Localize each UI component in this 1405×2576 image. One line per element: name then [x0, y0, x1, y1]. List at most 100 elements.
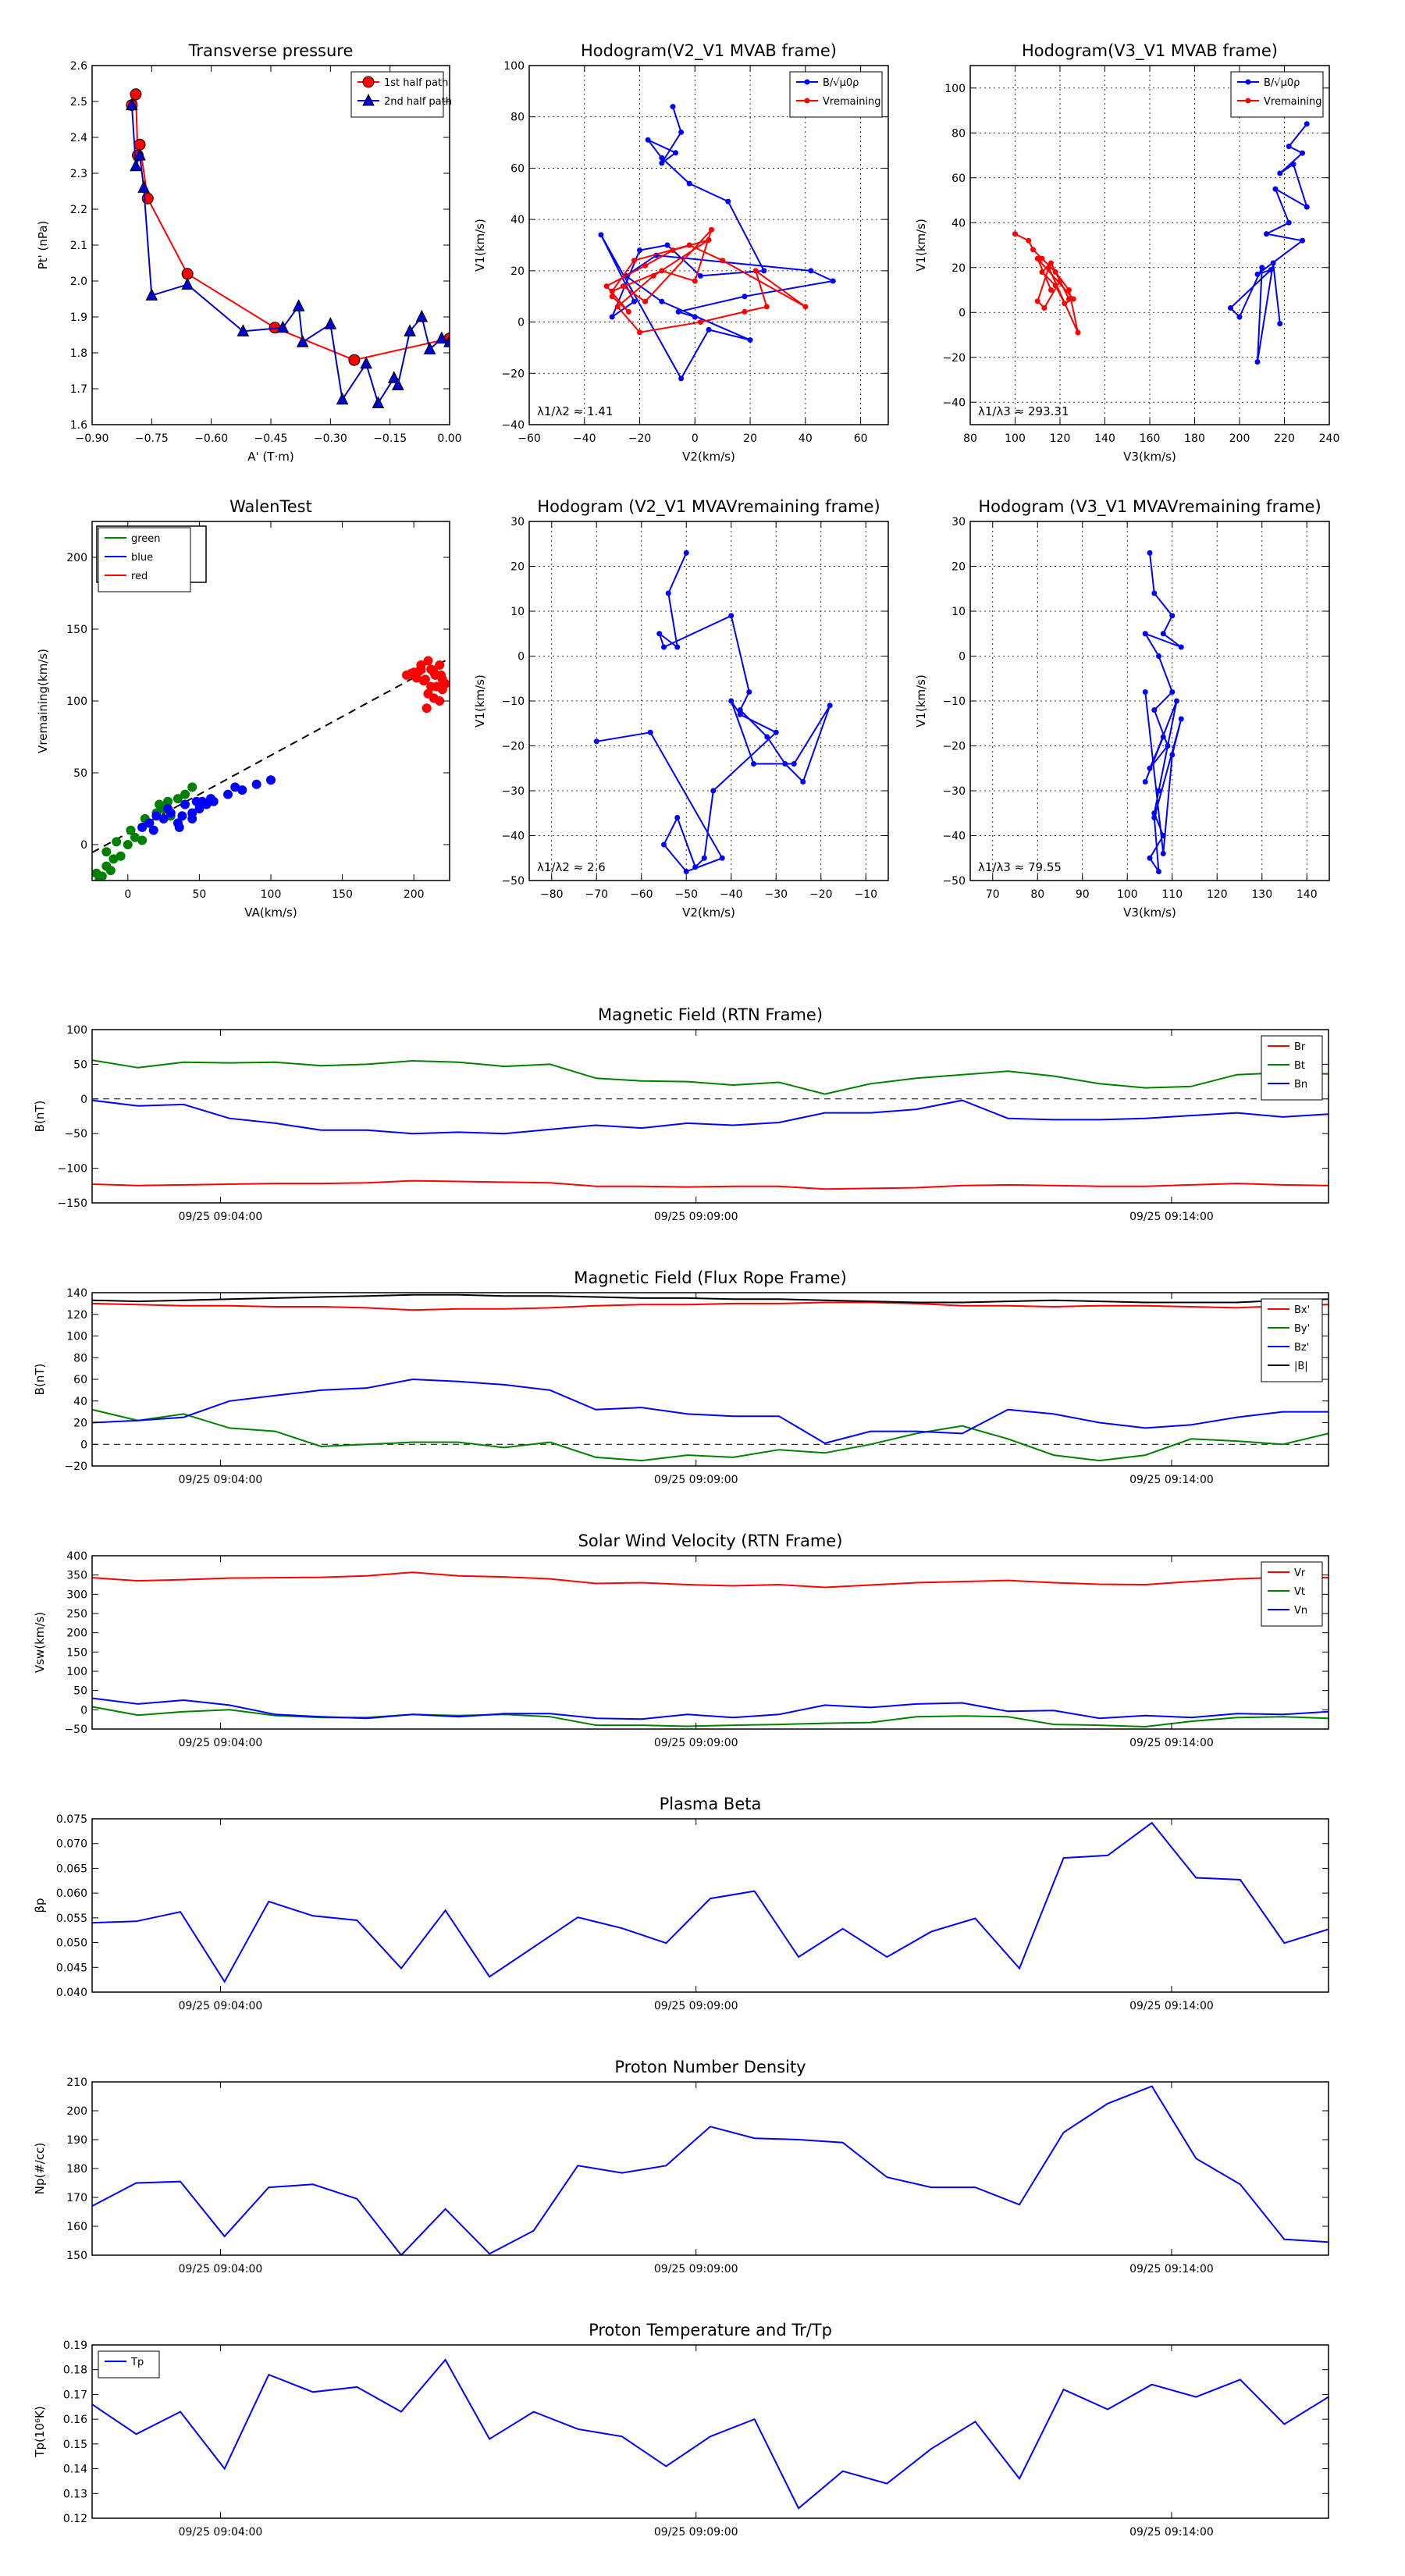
data-point	[163, 796, 173, 806]
data-point	[1286, 144, 1292, 149]
chart-title: Plasma Beta	[660, 1795, 762, 1813]
y-tick-label: 0.13	[63, 2488, 87, 2500]
data-point	[414, 666, 425, 676]
data-point	[737, 711, 743, 717]
y-tick-label: 0	[959, 307, 966, 319]
data-point	[130, 832, 140, 842]
y-tick-label: 200	[66, 2105, 87, 2118]
y-tick-label: 20	[951, 561, 966, 574]
y-tick-label: −30	[501, 785, 525, 798]
data-point	[674, 644, 681, 650]
y-tick-label: 0.15	[63, 2439, 87, 2451]
data-point	[1277, 170, 1283, 176]
x-tick-label: 160	[1140, 432, 1161, 445]
y-tick-label: −50	[501, 875, 525, 888]
series-0	[598, 104, 836, 382]
series-0	[92, 1301, 1329, 1311]
data-point	[230, 782, 240, 792]
data-point	[782, 761, 788, 767]
legend-label: B/√μ0ρ	[1264, 77, 1300, 89]
plot-area	[92, 1819, 1329, 1992]
y-tick-label: 0	[80, 1439, 87, 1451]
legend: B/√μ0ρ Vremaining	[789, 71, 883, 118]
data-point	[645, 137, 651, 143]
series-1	[92, 1059, 1329, 1095]
y-tick-label: 200	[66, 1628, 87, 1640]
x-tick-label: −40	[720, 888, 743, 901]
data-point	[598, 232, 604, 238]
y-tick-label: 100	[66, 1024, 87, 1037]
x-tick-label: 09/25 09:04:00	[179, 1474, 263, 1486]
chart-proton-number-density: Proton Number Density 09/25 09:04:00 09/25…	[33, 2058, 1329, 2275]
data-point	[112, 837, 122, 847]
y-tick-label: 80	[951, 127, 966, 140]
data-point	[1012, 231, 1018, 237]
data-point	[108, 854, 119, 864]
series-line	[92, 1697, 1329, 1720]
legend-label: |B|	[1294, 1361, 1308, 1372]
data-point	[1151, 810, 1158, 817]
legend-box	[98, 2350, 160, 2379]
y-axis-label: V1(km/s)	[914, 219, 928, 272]
x-tick-label: 140	[1297, 888, 1318, 901]
data-point	[650, 272, 656, 279]
annotation: λ1/λ2 ≈ 1.41	[537, 404, 613, 418]
data-point	[802, 304, 809, 310]
data-point	[631, 298, 637, 304]
data-point	[137, 180, 150, 193]
legend-label: By'	[1294, 1323, 1310, 1335]
legend-label: Bt	[1294, 1060, 1305, 1072]
legend-label: B/√μ0ρ	[823, 77, 859, 89]
data-point	[706, 326, 712, 333]
data-point	[130, 88, 142, 101]
data-point	[1254, 359, 1261, 365]
series-0	[1142, 550, 1184, 875]
x-tick-label: 09/25 09:09:00	[654, 2526, 738, 2539]
legend-label: 2nd half path	[384, 96, 452, 108]
y-tick-label: −20	[501, 741, 525, 753]
data-point	[1165, 743, 1171, 749]
y-tick-label: 100	[503, 60, 525, 73]
data-point	[406, 669, 416, 679]
y-axis-label: V1(km/s)	[914, 674, 928, 728]
data-point	[180, 789, 190, 799]
data-point	[830, 278, 836, 284]
y-axis-label: V1(km/s)	[473, 219, 487, 272]
data-point	[1066, 296, 1072, 302]
data-point	[1156, 653, 1161, 659]
legend: Br Bt Bn	[1261, 1035, 1323, 1101]
y-tick-label: −40	[942, 397, 966, 409]
legend-label: red	[131, 571, 148, 582]
series-2	[402, 656, 450, 713]
data-point	[1160, 851, 1166, 856]
y-tick-label: 1.8	[70, 347, 87, 360]
x-tick-label: −0.90	[76, 432, 109, 445]
x-axis-label: VA(km/s)	[244, 906, 297, 920]
data-point	[1300, 150, 1305, 156]
data-point	[177, 811, 187, 821]
y-tick-label: −50	[64, 1128, 87, 1140]
data-point	[710, 788, 717, 794]
chart-plasma-beta: Plasma Beta 09/25 09:04:00 09/25 09:09:00 0…	[33, 1795, 1329, 2012]
y-tick-label: −40	[501, 831, 525, 843]
legend: Bx' By' Bz' |B|	[1261, 1298, 1323, 1382]
data-point	[423, 342, 436, 354]
x-tick-label: 60	[854, 432, 868, 445]
y-tick-label: 20	[951, 262, 966, 275]
series-line	[92, 1378, 1329, 1444]
x-tick-label: 09/25 09:04:00	[179, 2263, 263, 2275]
data-point	[158, 813, 169, 824]
data-point	[1169, 613, 1176, 619]
x-axis-label: V2(km/s)	[682, 450, 735, 464]
x-tick-label: 0	[124, 888, 131, 901]
x-tick-label: 09/25 09:14:00	[1129, 2526, 1214, 2539]
plot-area	[92, 2082, 1329, 2255]
legend-label: Vt	[1294, 1586, 1305, 1598]
data-point	[436, 331, 448, 344]
data-point	[348, 354, 361, 366]
data-point	[151, 811, 162, 821]
data-point	[173, 794, 183, 804]
series-line	[1229, 123, 1309, 362]
legend-label: Bz'	[1294, 1342, 1309, 1354]
data-point	[435, 660, 445, 670]
